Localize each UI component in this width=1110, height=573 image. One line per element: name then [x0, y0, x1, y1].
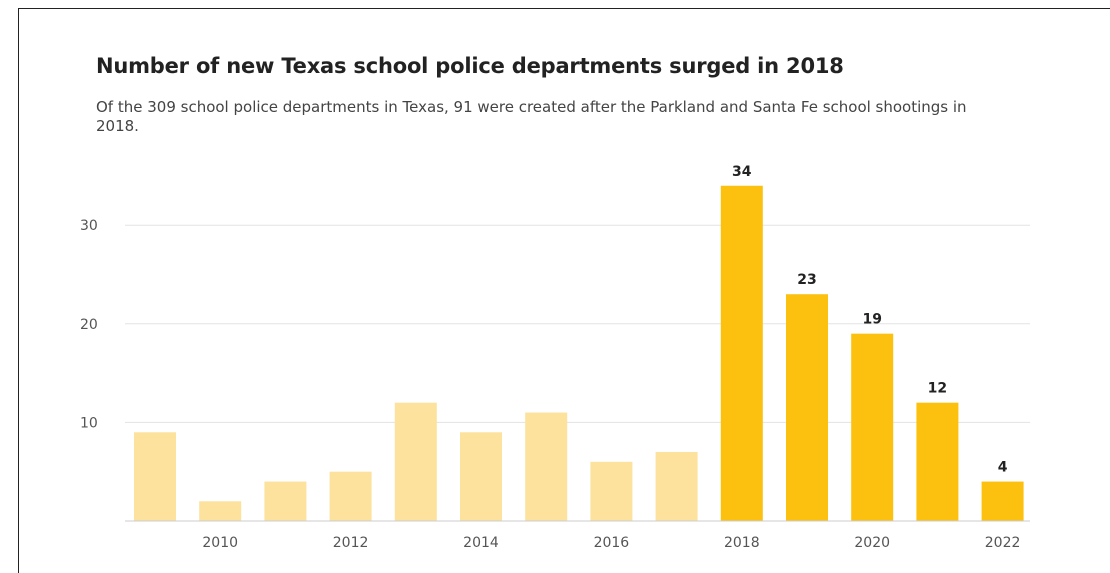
x-tick-label-2014: 2014 [463, 535, 499, 551]
y-tick-label-20: 20 [80, 317, 98, 333]
x-axis-tick-labels: 2010 2012 2014 2016 2018 2020 2022 [202, 535, 1020, 551]
bar-2017 [656, 452, 698, 521]
x-tick-label-2018: 2018 [724, 535, 760, 551]
y-axis-tick-labels: 10 20 30 [80, 218, 98, 431]
x-tick-label-2022: 2022 [985, 535, 1021, 551]
data-label-2022: 4 [998, 460, 1008, 476]
data-label-2019: 23 [797, 272, 816, 288]
bar-2022 [982, 482, 1024, 521]
bar-2019 [786, 294, 828, 521]
bar-2018 [721, 186, 763, 521]
x-tick-label-2010: 2010 [202, 535, 238, 551]
bar-2009 [134, 432, 176, 521]
x-tick-label-2020: 2020 [854, 535, 890, 551]
bar-2021 [916, 403, 958, 521]
bar-2015 [525, 413, 567, 521]
y-tick-label-10: 10 [80, 415, 98, 431]
bar-2016 [590, 462, 632, 521]
bar-2014 [460, 432, 502, 521]
bar-2012 [330, 472, 372, 521]
x-tick-label-2012: 2012 [333, 535, 369, 551]
bar-2010 [199, 501, 241, 521]
data-label-2021: 12 [928, 381, 947, 397]
bars [134, 186, 1024, 521]
bar-2013 [395, 403, 437, 521]
gridlines [125, 225, 1030, 422]
bar-2020 [851, 334, 893, 521]
data-label-2020: 19 [862, 312, 881, 328]
bar-2011 [264, 482, 306, 521]
data-label-2018: 34 [732, 164, 752, 180]
x-tick-label-2016: 2016 [594, 535, 630, 551]
y-tick-label-30: 30 [80, 218, 98, 234]
